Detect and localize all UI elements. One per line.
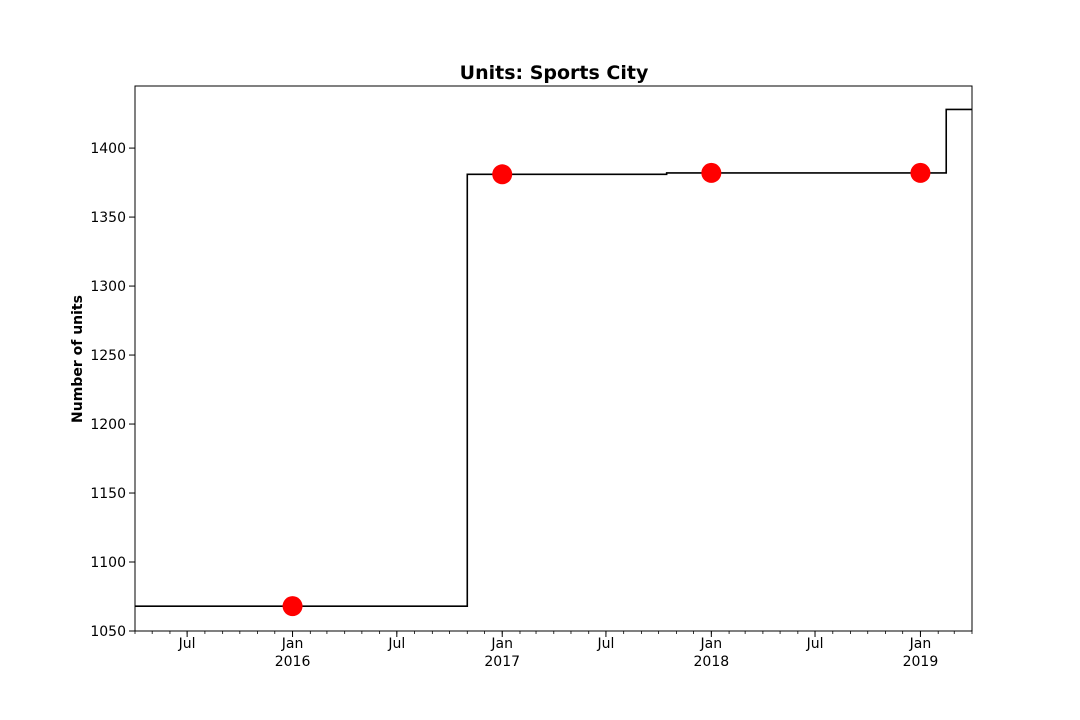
y-tick-label: 1400: [90, 141, 126, 157]
chart-title: Units: Sports City: [460, 62, 649, 84]
y-tick-label: 1300: [90, 279, 126, 295]
y-tick-label: 1050: [90, 624, 126, 640]
data-point-marker: [282, 596, 303, 617]
x-tick-label: Jan: [281, 636, 304, 652]
data-point-marker: [910, 162, 931, 183]
plot-area: Jul Jan 2016 Jul Jan 2017 Jul Jan 2018 Jul Jan 2019…: [90, 85, 973, 670]
x-tick-label: Jul: [806, 636, 824, 652]
x-tick-label: Jul: [178, 636, 196, 652]
y-tick-label: 1250: [90, 348, 126, 364]
data-point-marker: [701, 162, 722, 183]
x-tick-label: Jan: [909, 636, 932, 652]
y-axis-label: Number of units: [70, 295, 86, 423]
x-tick-year-label: 2018: [694, 654, 730, 670]
y-tick-label: 1150: [90, 486, 126, 502]
data-point-marker: [492, 164, 513, 185]
x-tick-label: Jan: [490, 636, 513, 652]
x-tick-year-label: 2016: [275, 654, 311, 670]
x-tick-label: Jul: [596, 636, 614, 652]
x-tick-label: Jul: [387, 636, 405, 652]
y-tick-label: 1200: [90, 417, 126, 433]
y-tick-label: 1350: [90, 210, 126, 226]
plot-frame: [134, 85, 973, 632]
x-tick-year-label: 2019: [903, 654, 939, 670]
y-tick-label: 1100: [90, 555, 126, 571]
x-tick-label: Jan: [700, 636, 723, 652]
step-line-series: [135, 108, 972, 607]
x-tick-year-label: 2017: [484, 654, 520, 670]
